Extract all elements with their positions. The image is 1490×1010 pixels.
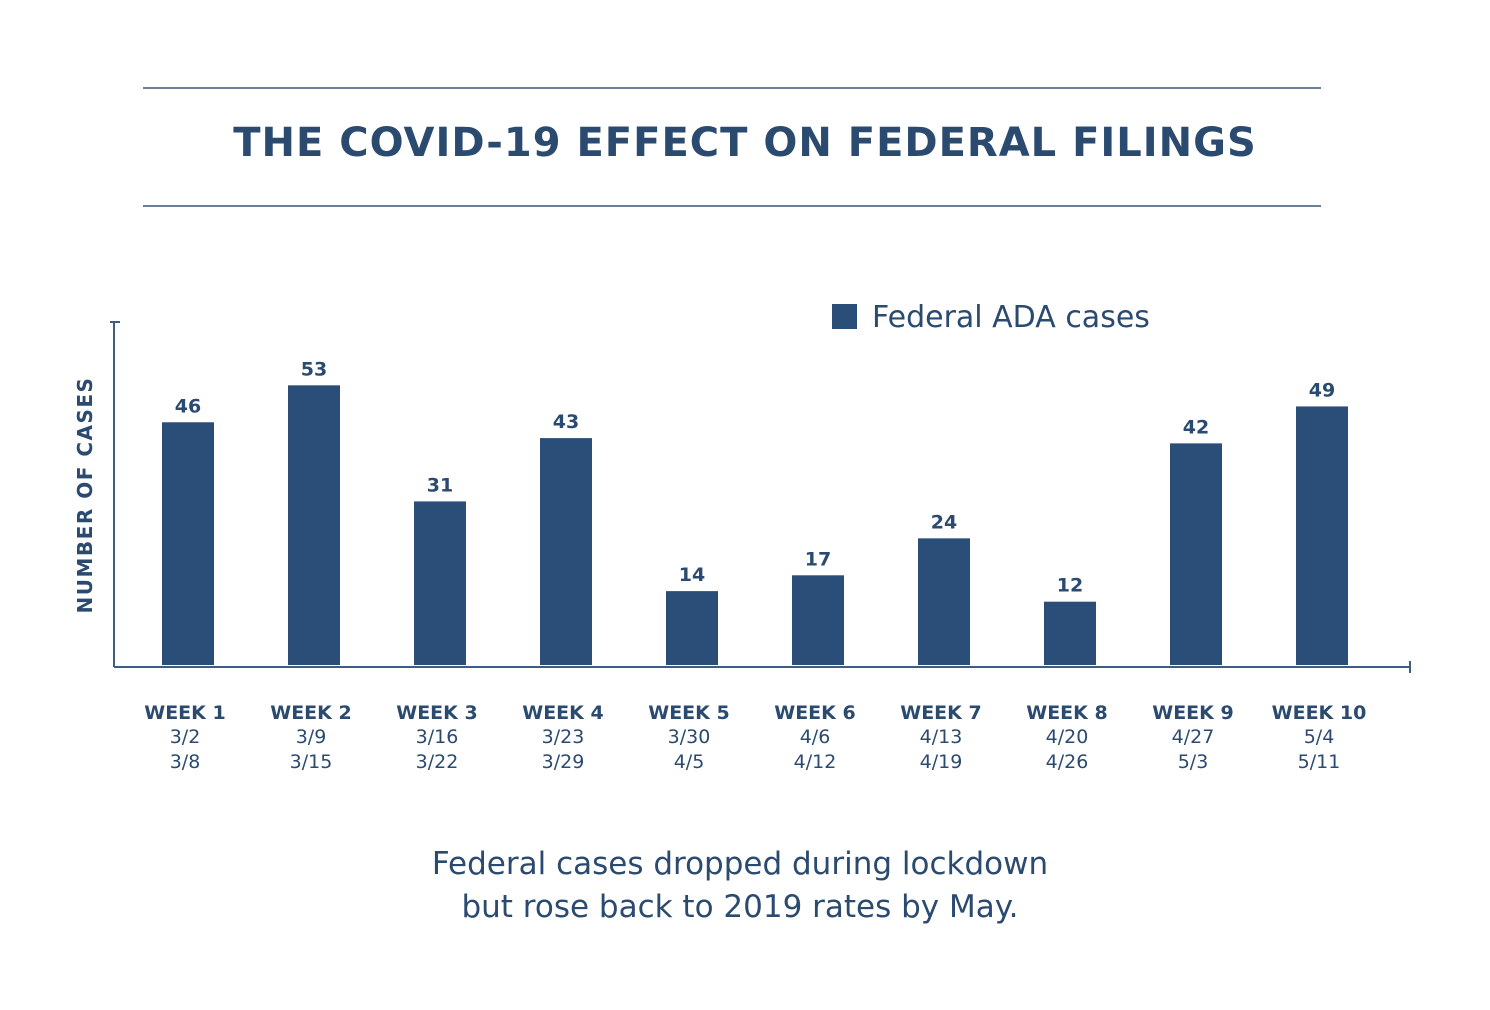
- date-start-week-2: 3/9: [296, 726, 327, 748]
- x-tick-label-week-6: WEEK 6: [774, 702, 855, 724]
- data-label-week-2: 53: [301, 358, 327, 380]
- legend: Federal ADA cases: [832, 300, 1150, 335]
- data-label-week-7: 24: [931, 511, 957, 533]
- date-start-week-9: 4/27: [1172, 726, 1215, 748]
- data-label-week-6: 17: [805, 548, 831, 570]
- x-tick-label-week-2: WEEK 2: [270, 702, 351, 724]
- x-tick-label-week-10: WEEK 10: [1272, 702, 1367, 724]
- date-end-week-5: 4/5: [674, 751, 705, 773]
- date-end-week-8: 4/26: [1046, 751, 1089, 773]
- bar-week-9: [1170, 443, 1222, 665]
- date-end-week-4: 3/29: [542, 751, 585, 773]
- date-end-week-7: 4/19: [920, 751, 963, 773]
- date-end-week-10: 5/11: [1298, 751, 1341, 773]
- chart-caption: Federal cases dropped during lockdown bu…: [0, 843, 1480, 929]
- bar-week-5: [666, 591, 718, 665]
- date-end-week-3: 3/22: [416, 751, 459, 773]
- bar-week-8: [1044, 602, 1096, 665]
- x-tick-label-week-7: WEEK 7: [900, 702, 981, 724]
- x-tick-label-week-1: WEEK 1: [144, 702, 225, 724]
- bar-week-6: [792, 575, 844, 665]
- date-start-week-8: 4/20: [1046, 726, 1089, 748]
- date-end-week-1: 3/8: [170, 751, 201, 773]
- x-tick-label-week-4: WEEK 4: [522, 702, 603, 724]
- caption-line-2: but rose back to 2019 rates by May.: [0, 886, 1480, 929]
- bar-week-4: [540, 438, 592, 665]
- x-tick-label-week-9: WEEK 9: [1152, 702, 1233, 724]
- caption-line-1: Federal cases dropped during lockdown: [0, 843, 1480, 886]
- bar-week-3: [414, 501, 466, 665]
- data-label-week-3: 31: [427, 474, 453, 496]
- date-end-week-6: 4/12: [794, 751, 837, 773]
- date-start-week-6: 4/6: [800, 726, 831, 748]
- y-axis-label: NUMBER OF CASES: [73, 377, 97, 614]
- data-label-week-8: 12: [1057, 575, 1083, 597]
- date-end-week-2: 3/15: [290, 751, 333, 773]
- data-label-week-5: 14: [679, 564, 705, 586]
- date-start-week-3: 3/16: [416, 726, 459, 748]
- date-start-week-10: 5/4: [1304, 726, 1335, 748]
- date-start-week-7: 4/13: [920, 726, 963, 748]
- date-start-week-5: 3/30: [668, 726, 711, 748]
- date-start-week-1: 3/2: [170, 726, 201, 748]
- legend-label: Federal ADA cases: [872, 300, 1150, 335]
- data-label-week-9: 42: [1183, 416, 1209, 438]
- bar-week-7: [918, 538, 970, 665]
- legend-swatch: [832, 304, 857, 329]
- bar-week-2: [288, 385, 340, 665]
- data-label-week-4: 43: [553, 411, 579, 433]
- data-label-week-10: 49: [1309, 379, 1335, 401]
- date-start-week-4: 3/23: [542, 726, 585, 748]
- x-tick-label-week-5: WEEK 5: [648, 702, 729, 724]
- bar-week-1: [162, 422, 214, 665]
- x-tick-label-week-3: WEEK 3: [396, 702, 477, 724]
- x-tick-label-week-8: WEEK 8: [1026, 702, 1107, 724]
- bar-week-10: [1296, 406, 1348, 665]
- data-label-week-1: 46: [175, 395, 201, 417]
- date-end-week-9: 5/3: [1178, 751, 1209, 773]
